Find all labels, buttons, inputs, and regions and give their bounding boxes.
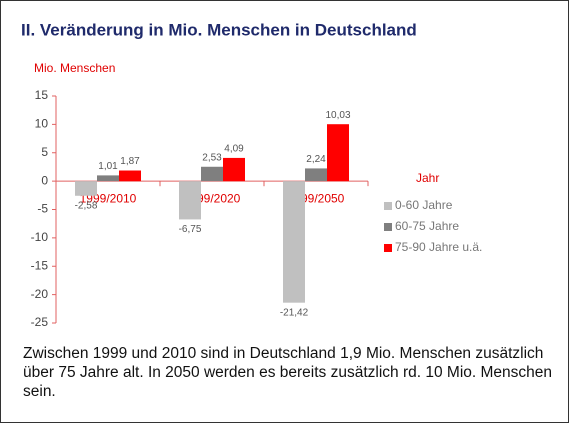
bar <box>305 168 327 182</box>
value-label: 4,09 <box>224 144 244 155</box>
legend-label: 0-60 Jahre <box>395 198 453 212</box>
bar <box>179 181 201 220</box>
value-label: 1,01 <box>98 161 118 172</box>
y-tick-label: 10 <box>35 117 49 131</box>
legend-swatch <box>384 244 392 252</box>
value-label: -2,58 <box>75 200 98 211</box>
caption: Zwischen 1999 und 2010 sind in Deutschla… <box>23 345 553 400</box>
bar <box>223 157 245 182</box>
bar <box>75 181 97 196</box>
value-label: -6,75 <box>179 224 202 235</box>
y-tick-label: -15 <box>31 258 49 272</box>
y-tick-label: -10 <box>31 230 49 244</box>
y-tick-label: -25 <box>31 315 49 329</box>
y-tick-label: 0 <box>41 173 48 187</box>
y-axis-label: Mio. Menschen <box>34 61 115 75</box>
value-label: 2,24 <box>306 154 326 165</box>
bar <box>97 175 119 182</box>
y-tick-label: -5 <box>37 202 48 216</box>
value-label: 1,87 <box>120 156 140 167</box>
value-label: -21,42 <box>280 307 309 318</box>
y-tick-label: 15 <box>35 88 49 102</box>
legend-label: 60-75 Jahre <box>395 219 459 233</box>
legend-label: 75-90 Jahre u.ä. <box>395 240 482 254</box>
value-label: 10,03 <box>325 110 350 121</box>
bar <box>201 166 223 182</box>
bar <box>327 124 349 182</box>
legend-swatch <box>384 202 392 210</box>
chart-title: II. Veränderung in Mio. Menschen in Deut… <box>21 20 417 39</box>
y-tick-label: -20 <box>31 287 49 301</box>
bar <box>283 181 305 303</box>
y-tick-label: 5 <box>41 145 48 159</box>
legend-swatch <box>384 223 392 231</box>
value-label: 2,53 <box>202 152 222 163</box>
legend-title: Jahr <box>416 171 439 185</box>
bar <box>119 170 141 182</box>
chart: II. Veränderung in Mio. Menschen in Deut… <box>21 20 482 329</box>
